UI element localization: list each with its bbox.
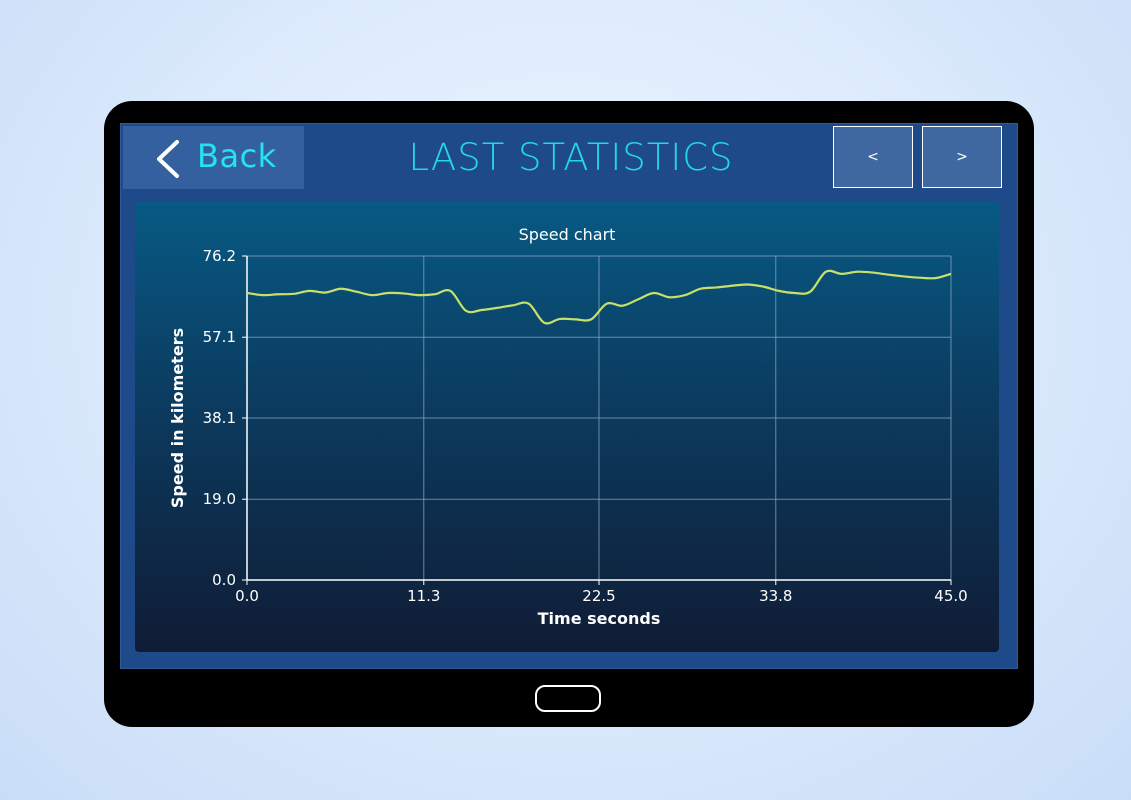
- series-line: [246, 269, 952, 325]
- chevron-left-icon: [157, 140, 179, 178]
- y-tick-label: 19.0: [203, 490, 236, 508]
- speed-chart: Speed chart 0.0 11.3 22.5 33.8 45.0 0.0 19.0 38.…: [168, 225, 968, 628]
- tablet-frame: Back LAST STATISTICS < > Speed chart 0.0 1…: [104, 101, 1034, 727]
- y-tick-label: 57.1: [203, 328, 236, 346]
- speed-chart-panel: Speed chart 0.0 11.3 22.5 33.8 45.0 0.0 19.0 38.…: [135, 202, 999, 652]
- home-button[interactable]: [535, 685, 601, 712]
- x-tick-label: 0.0: [235, 587, 259, 605]
- x-tick-label: 11.3: [407, 587, 440, 605]
- x-tick-label: 45.0: [934, 587, 967, 605]
- app-screen: Back LAST STATISTICS < > Speed chart 0.0 1…: [120, 123, 1018, 669]
- back-button[interactable]: Back: [123, 126, 304, 189]
- y-tick-label: 0.0: [212, 571, 236, 589]
- previous-button[interactable]: <: [833, 126, 913, 188]
- back-label: Back: [197, 137, 277, 175]
- chart-title: Speed chart: [519, 225, 616, 244]
- x-axis-label: Time seconds: [538, 609, 661, 628]
- y-axis-label: Speed in kilometers: [168, 328, 187, 508]
- x-tick-label: 33.8: [759, 587, 792, 605]
- next-button[interactable]: >: [922, 126, 1002, 188]
- y-tick-label: 38.1: [203, 409, 236, 427]
- top-bar: Back LAST STATISTICS < >: [121, 124, 1017, 192]
- page-title: LAST STATISTICS: [408, 136, 734, 179]
- x-tick-label: 22.5: [582, 587, 615, 605]
- y-tick-label: 76.2: [203, 247, 236, 265]
